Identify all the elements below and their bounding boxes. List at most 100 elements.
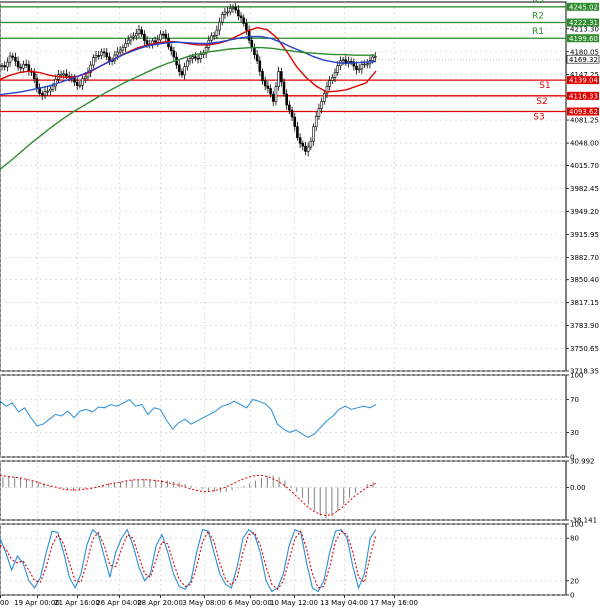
candle-body xyxy=(116,51,119,56)
candle-body xyxy=(24,63,28,66)
candle-body xyxy=(188,58,192,62)
candle-body xyxy=(19,66,23,69)
candle-body xyxy=(242,17,246,24)
y-tick-label: 100 xyxy=(570,521,583,529)
y-tick-label: 100 xyxy=(570,372,583,380)
candle-body xyxy=(78,84,82,87)
candle-body xyxy=(43,91,47,96)
candle-body xyxy=(46,90,49,93)
candle-body xyxy=(186,60,189,67)
resistance-price-label: 4245.02 xyxy=(569,3,598,11)
current-price-label: 4169.32 xyxy=(569,56,598,64)
candle-body xyxy=(32,72,36,80)
x-tick-label: 00 xyxy=(0,599,9,607)
y-tick-label: 4213.30 xyxy=(570,25,599,33)
candle-body xyxy=(215,29,219,36)
candle-body xyxy=(309,140,313,148)
candle-body xyxy=(344,59,348,63)
candle-body xyxy=(263,80,267,87)
candle-body xyxy=(226,11,229,14)
candle-body xyxy=(239,15,243,19)
candle-body xyxy=(282,81,286,95)
candle-body xyxy=(258,60,262,72)
candle-body xyxy=(22,63,25,69)
candle-body xyxy=(196,57,200,60)
candle-body xyxy=(124,43,127,48)
candle-body xyxy=(83,76,87,80)
candle-body xyxy=(280,71,283,83)
panel-frame-2 xyxy=(0,374,567,458)
candle-body xyxy=(325,86,329,94)
candle-body xyxy=(355,65,358,71)
resistance-price-tag xyxy=(567,18,599,27)
candle-body xyxy=(102,51,106,54)
candle-body xyxy=(328,80,331,87)
candle-body xyxy=(360,63,364,70)
candle-body xyxy=(220,14,224,23)
candle-body xyxy=(320,101,323,109)
resistance-label-r1: R1 xyxy=(532,27,544,37)
candle-body xyxy=(118,49,122,53)
candle-body xyxy=(27,64,31,72)
support-price-tag xyxy=(567,107,599,116)
candle-body xyxy=(59,73,63,76)
candle-body xyxy=(204,47,208,54)
osc1-osc-1-line xyxy=(0,398,377,438)
candle-body xyxy=(108,56,111,61)
y-tick-label: 3850.40 xyxy=(570,276,599,284)
candle-body xyxy=(374,56,377,58)
resistance-price-label: 4222.31 xyxy=(569,19,598,27)
candle-body xyxy=(212,35,216,37)
y-tick-label: 4048.00 xyxy=(570,140,599,148)
candle-body xyxy=(156,39,160,43)
y-tick-label: 4147.25 xyxy=(570,71,599,79)
support-label-s2: S2 xyxy=(536,97,547,107)
y-tick-label: 30.992 xyxy=(570,458,595,466)
candle-body xyxy=(183,66,186,76)
support-price-label: 4093.62 xyxy=(569,108,598,116)
candle-body xyxy=(261,71,264,82)
candle-body xyxy=(304,145,307,152)
candle-body xyxy=(6,61,9,68)
candle-body xyxy=(352,61,356,67)
x-tick-label: 17 May 16:00 xyxy=(370,599,418,607)
candle-body xyxy=(51,85,55,90)
candle-body xyxy=(237,9,240,17)
y-tick-label: 4015.70 xyxy=(570,162,599,170)
candle-body xyxy=(296,126,299,138)
candle-body xyxy=(288,104,291,111)
price-ma-slow-line xyxy=(0,46,376,170)
support-price-tag xyxy=(567,91,599,100)
candle-body xyxy=(298,137,302,144)
current-price-tag xyxy=(566,54,600,64)
candle-body xyxy=(11,55,15,58)
y-tick-label: 0.00 xyxy=(570,484,586,492)
candle-body xyxy=(145,40,149,45)
candle-body xyxy=(336,65,340,73)
osc2-signal-line xyxy=(0,475,377,517)
x-tick-label: 3 May 08:00 xyxy=(182,599,226,607)
x-tick-label: 21 Apr 16:00 xyxy=(54,599,100,607)
candle-body xyxy=(253,47,256,55)
candle-body xyxy=(8,55,12,63)
support-price-tag xyxy=(567,76,599,85)
candle-body xyxy=(75,81,79,86)
support-price-label: 4139.04 xyxy=(569,77,598,85)
candle-body xyxy=(314,116,318,128)
candle-body xyxy=(73,78,76,83)
y-tick-label: 20 xyxy=(570,577,579,585)
candle-body xyxy=(3,65,6,68)
candle-body xyxy=(140,29,143,35)
candle-body xyxy=(371,56,374,61)
candle-body xyxy=(210,35,213,41)
candle-body xyxy=(331,77,334,81)
candle-body xyxy=(105,52,109,58)
y-tick-label: 3718.35 xyxy=(570,368,599,376)
candle-body xyxy=(223,11,227,15)
candle-body xyxy=(129,36,133,41)
y-tick-label: 4081.25 xyxy=(570,117,599,125)
candle-body xyxy=(247,29,251,41)
resistance-label-r3: R3 xyxy=(532,0,544,6)
candle-body xyxy=(35,78,39,88)
